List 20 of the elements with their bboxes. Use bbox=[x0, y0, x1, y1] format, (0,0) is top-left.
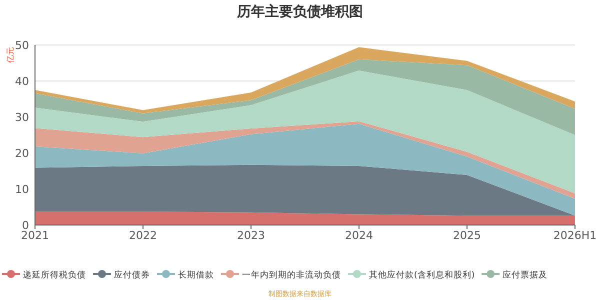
x-tick-label: 2022 bbox=[129, 229, 157, 242]
legend-label: 递延所得税负债 bbox=[23, 270, 86, 280]
legend-label: 其他应付款(含利息和股利) bbox=[369, 270, 475, 280]
x-tick-label: 2025 bbox=[453, 229, 481, 242]
legend-label: 一年内到期的非流动负债 bbox=[242, 270, 341, 280]
y-tick-label: 40 bbox=[15, 75, 29, 88]
x-tick-label: 2026H1 bbox=[553, 229, 597, 242]
chart-title: 历年主要负债堆积图 bbox=[236, 3, 363, 20]
y-tick-label: 20 bbox=[15, 147, 29, 160]
y-tick-label: 30 bbox=[15, 111, 29, 124]
y-axis-title: 亿元 bbox=[6, 47, 15, 64]
y-tick-label: 0 bbox=[22, 219, 29, 232]
y-tick-label: 50 bbox=[15, 39, 29, 52]
legend-label: 长期借款 bbox=[178, 270, 214, 280]
y-tick-label: 10 bbox=[15, 183, 29, 196]
x-tick-label: 2024 bbox=[345, 229, 373, 242]
x-tick-label: 2023 bbox=[237, 229, 265, 242]
legend-label: 应付债券 bbox=[114, 270, 150, 280]
x-tick-label: 2021 bbox=[21, 229, 49, 242]
legend-label: 应付票据及 bbox=[502, 270, 548, 280]
